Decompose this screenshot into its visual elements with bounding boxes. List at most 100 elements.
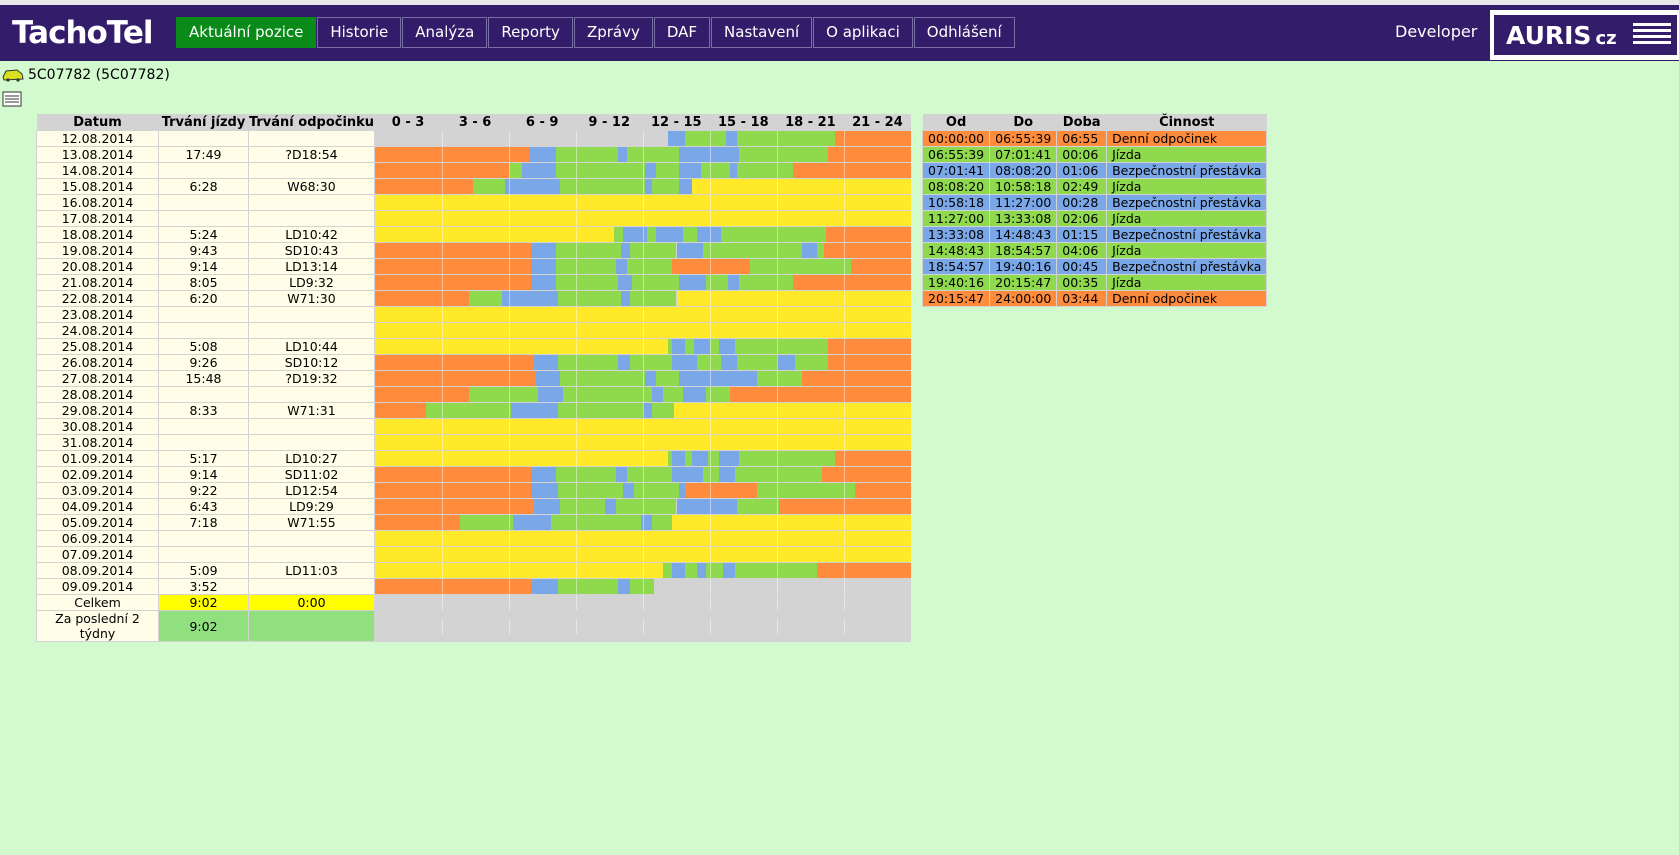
- timeline-segment[interactable]: [736, 499, 780, 514]
- truck-icon[interactable]: [2, 68, 24, 82]
- history-row[interactable]: 13.08.2014 17:49 ?D18:54: [36, 146, 911, 163]
- timeline-segment[interactable]: [850, 259, 911, 274]
- timeline-segment[interactable]: [826, 227, 911, 242]
- timeline-segment[interactable]: [375, 291, 469, 306]
- history-row[interactable]: 30.08.2014: [36, 418, 911, 435]
- timeline-segment[interactable]: [629, 243, 677, 258]
- timeline-segment[interactable]: [375, 499, 534, 514]
- timeline-segment[interactable]: [533, 355, 559, 370]
- history-row[interactable]: 14.08.2014: [36, 162, 911, 179]
- timeline-segment[interactable]: [531, 275, 556, 290]
- timeline-segment[interactable]: [618, 275, 632, 290]
- timeline-segment[interactable]: [616, 259, 628, 274]
- nav-item[interactable]: Odhlášení: [913, 17, 1015, 48]
- timeline-segment[interactable]: [817, 563, 911, 578]
- timeline-segment[interactable]: [654, 579, 911, 594]
- timeline-segment[interactable]: [674, 403, 911, 418]
- timeline-segment[interactable]: [777, 355, 795, 370]
- timeline-segment[interactable]: [555, 163, 646, 178]
- timeline-segment[interactable]: [375, 451, 668, 466]
- timeline-segment[interactable]: [672, 515, 911, 530]
- timeline-segment[interactable]: [558, 291, 621, 306]
- timeline-segment[interactable]: [558, 403, 643, 418]
- timeline-segment[interactable]: [375, 163, 509, 178]
- timeline-segment[interactable]: [792, 275, 911, 290]
- timeline-segment[interactable]: [730, 387, 911, 402]
- activity-row[interactable]: 06:55:39 07:01:41 00:06 Jízda: [921, 146, 1268, 163]
- timeline-segment[interactable]: [672, 451, 686, 466]
- timeline-segment[interactable]: [676, 499, 737, 514]
- timeline-segment[interactable]: [375, 371, 536, 386]
- timeline-segment[interactable]: [645, 179, 652, 194]
- timeline-segment[interactable]: [835, 451, 911, 466]
- timeline-segment[interactable]: [375, 563, 664, 578]
- timeline-segment[interactable]: [375, 227, 614, 242]
- activity-row[interactable]: 13:33:08 14:48:43 01:15 Bezpečnostní přestá…: [921, 226, 1268, 243]
- timeline-segment[interactable]: [473, 179, 505, 194]
- timeline-segment[interactable]: [685, 131, 726, 146]
- timeline-segment[interactable]: [703, 243, 802, 258]
- history-row[interactable]: 06.09.2014: [36, 530, 911, 547]
- activity-row[interactable]: 20:15:47 24:00:00 03:44 Denní odpočinek: [921, 290, 1268, 307]
- timeline-segment[interactable]: [645, 371, 657, 386]
- timeline-segment[interactable]: [620, 243, 630, 258]
- timeline-segment[interactable]: [560, 499, 606, 514]
- app-logo[interactable]: TachoTel: [12, 15, 153, 51]
- timeline-segment[interactable]: [672, 355, 697, 370]
- timeline-segment[interactable]: [651, 403, 675, 418]
- timeline-segment[interactable]: [560, 371, 646, 386]
- timeline-segment[interactable]: [375, 259, 532, 274]
- activity-row[interactable]: 08:08:20 10:58:18 02:49 Jízda: [921, 178, 1268, 195]
- timeline-segment[interactable]: [375, 547, 911, 562]
- timeline-segment[interactable]: [375, 419, 911, 434]
- history-row[interactable]: 05.09.2014 7:18 W71:55: [36, 514, 911, 531]
- nav-item[interactable]: Analýza: [402, 17, 488, 48]
- history-row[interactable]: 28.08.2014: [36, 386, 911, 403]
- timeline-segment[interactable]: [375, 579, 532, 594]
- timeline-segment[interactable]: [605, 499, 617, 514]
- timeline-segment[interactable]: [375, 323, 911, 338]
- timeline-segment[interactable]: [723, 563, 735, 578]
- timeline-segment[interactable]: [736, 355, 777, 370]
- timeline-segment[interactable]: [622, 483, 635, 498]
- timeline-segment[interactable]: [468, 387, 539, 402]
- history-row[interactable]: 12.08.2014: [36, 130, 911, 147]
- timeline-segment[interactable]: [459, 515, 514, 530]
- timeline-segment[interactable]: [736, 163, 793, 178]
- timeline-segment[interactable]: [656, 163, 679, 178]
- timeline-segment[interactable]: [535, 371, 561, 386]
- timeline-segment[interactable]: [502, 291, 559, 306]
- user-name[interactable]: Developer: [1395, 22, 1478, 41]
- timeline-segment[interactable]: [734, 563, 818, 578]
- nav-item[interactable]: O aplikaci: [813, 17, 913, 48]
- history-row[interactable]: 26.08.2014 9:26 SD10:12: [36, 354, 911, 371]
- timeline-segment[interactable]: [375, 531, 911, 546]
- activity-row[interactable]: 18:54:57 19:40:16 00:45 Bezpečnostní přestá…: [921, 258, 1268, 275]
- timeline-segment[interactable]: [683, 387, 706, 402]
- timeline-segment[interactable]: [835, 131, 911, 146]
- history-row[interactable]: 27.08.2014 15:48 ?D19:32: [36, 370, 911, 387]
- timeline-segment[interactable]: [828, 355, 911, 370]
- timeline-segment[interactable]: [685, 451, 693, 466]
- timeline-segment[interactable]: [375, 595, 911, 610]
- timeline-segment[interactable]: [558, 579, 619, 594]
- activity-row[interactable]: 00:00:00 06:55:39 06:55 Denní odpočinek: [921, 130, 1268, 147]
- timeline-segment[interactable]: [678, 147, 740, 162]
- timeline-segment[interactable]: [627, 259, 673, 274]
- timeline-segment[interactable]: [627, 467, 673, 482]
- timeline-segment[interactable]: [558, 355, 619, 370]
- timeline-segment[interactable]: [703, 467, 719, 482]
- history-row[interactable]: 23.08.2014: [36, 306, 911, 323]
- timeline-segment[interactable]: [694, 339, 710, 354]
- timeline-segment[interactable]: [375, 515, 460, 530]
- timeline-segment[interactable]: [667, 131, 686, 146]
- history-row[interactable]: 15.08.2014 6:28 W68:30: [36, 178, 911, 195]
- history-row[interactable]: 25.08.2014 5:08 LD10:44: [36, 338, 911, 355]
- timeline-segment[interactable]: [616, 499, 677, 514]
- timeline-segment[interactable]: [678, 371, 757, 386]
- timeline-segment[interactable]: [558, 483, 623, 498]
- history-row[interactable]: 01.09.2014 5:17 LD10:27: [36, 450, 911, 467]
- history-row[interactable]: 16.08.2014: [36, 194, 911, 211]
- timeline-segment[interactable]: [696, 355, 722, 370]
- history-row[interactable]: 09.09.2014 3:52: [36, 578, 911, 595]
